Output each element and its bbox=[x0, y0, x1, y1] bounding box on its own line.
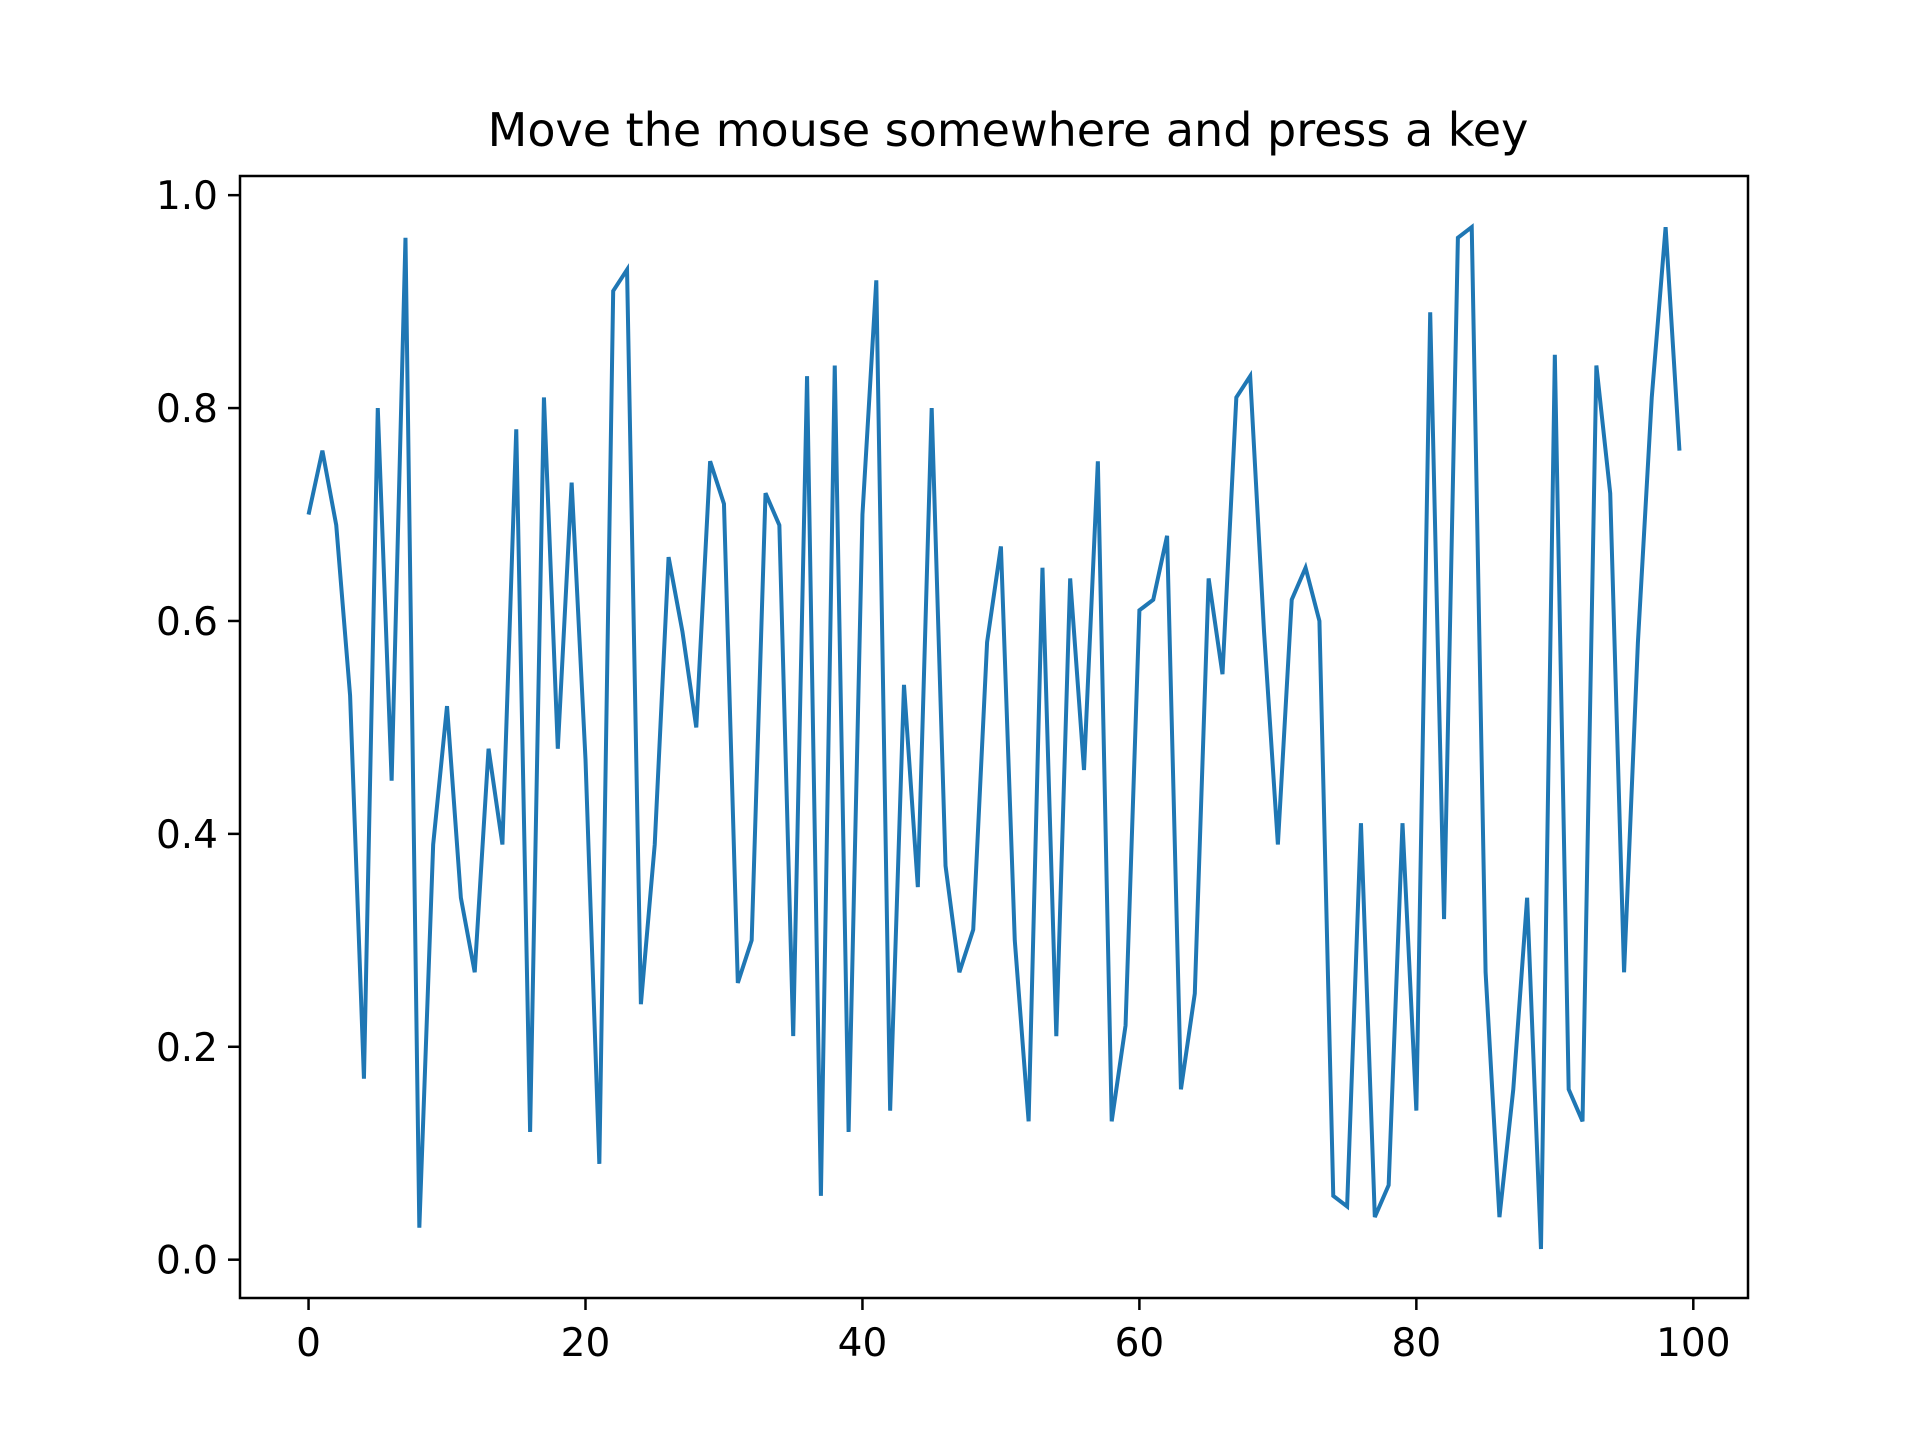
y-tick-label: 0.4 bbox=[156, 813, 218, 858]
chart-title: Move the mouse somewhere and press a key bbox=[488, 103, 1529, 157]
x-tick-label: 0 bbox=[296, 1321, 321, 1366]
axis-ticks: 0 20 40 60 80 100 0.0 0.2 0.4 0.6 0.8 1.0 bbox=[156, 174, 1731, 1366]
y-tick-label: 0.6 bbox=[156, 600, 218, 645]
x-tick-label: 60 bbox=[1115, 1321, 1165, 1366]
y-tick-label: 0.2 bbox=[156, 1026, 218, 1071]
y-tick-label: 0.0 bbox=[156, 1239, 218, 1284]
x-tick-label: 40 bbox=[838, 1321, 888, 1366]
x-tick-label: 100 bbox=[1656, 1321, 1730, 1366]
y-tick-label: 0.8 bbox=[156, 387, 218, 432]
x-tick-label: 80 bbox=[1392, 1321, 1442, 1366]
plot-frame bbox=[238, 174, 1750, 1300]
x-tick-label: 20 bbox=[561, 1321, 611, 1366]
y-tick-label: 1.0 bbox=[156, 174, 218, 219]
series-line bbox=[306, 223, 1682, 1250]
series-lines bbox=[306, 223, 1682, 1250]
